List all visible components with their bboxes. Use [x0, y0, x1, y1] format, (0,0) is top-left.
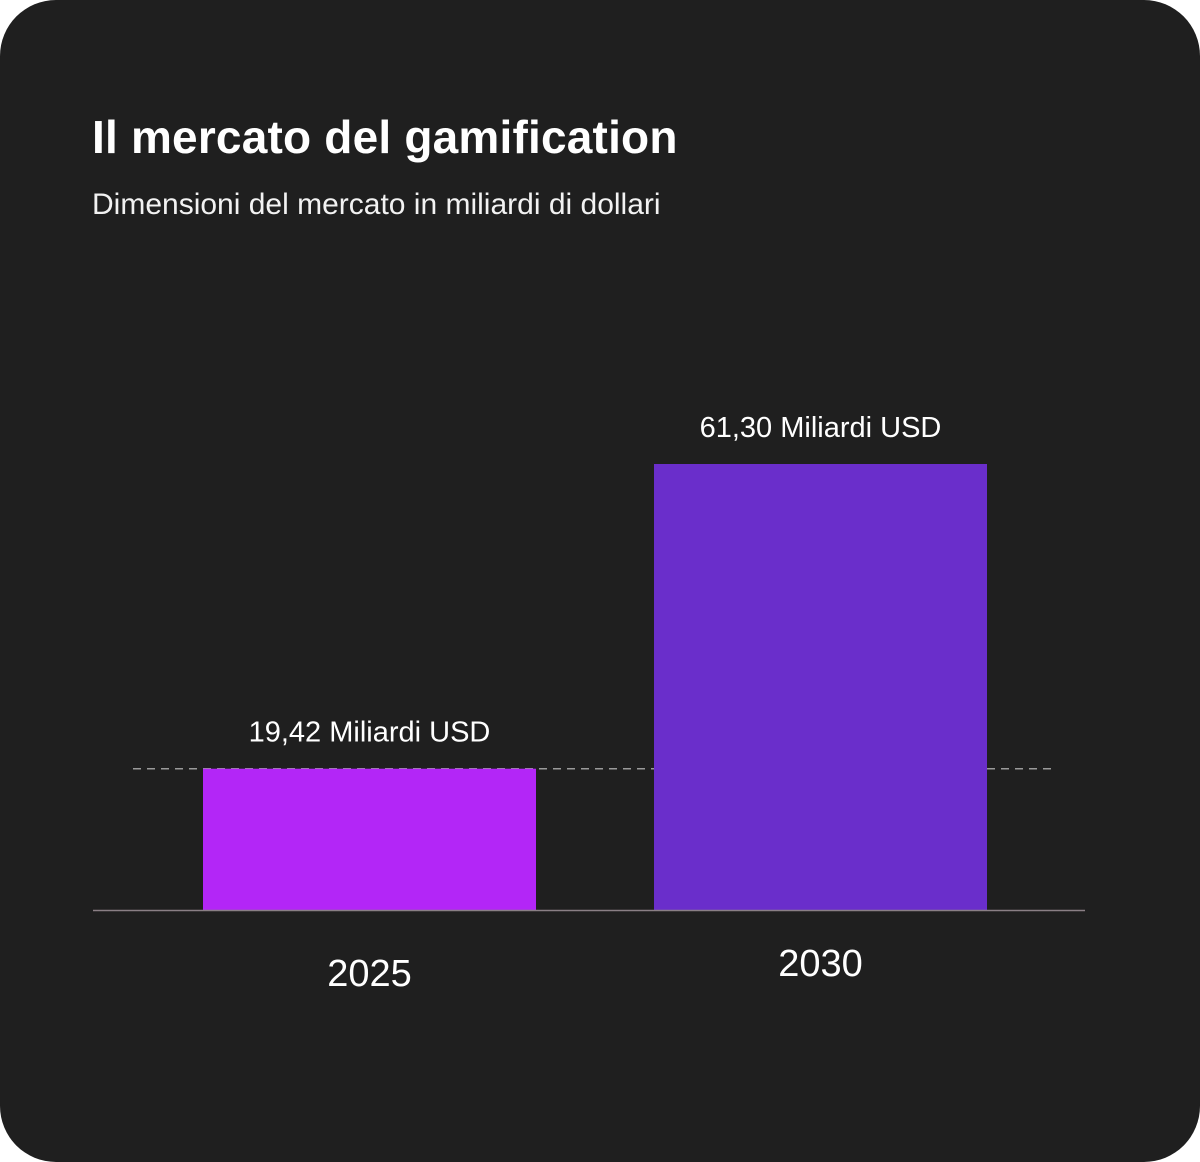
- bar-2025: [203, 768, 536, 910]
- x-tick-label-2025: 2025: [327, 953, 412, 995]
- data-label-2030: 61,30 Miliardi USD: [700, 412, 942, 444]
- x-tick-label-2030: 2030: [778, 943, 863, 985]
- data-label-2025: 19,42 Miliardi USD: [249, 717, 491, 749]
- chart-subtitle: Dimensioni del mercato in miliardi di do…: [92, 188, 661, 221]
- bar-2030: [654, 464, 987, 910]
- labels-group: 19,42 Miliardi USD 2025 61,30 Miliardi USD…: [249, 412, 942, 995]
- bars-group: [203, 464, 987, 910]
- chart-title: Il mercato del gamification: [92, 111, 678, 163]
